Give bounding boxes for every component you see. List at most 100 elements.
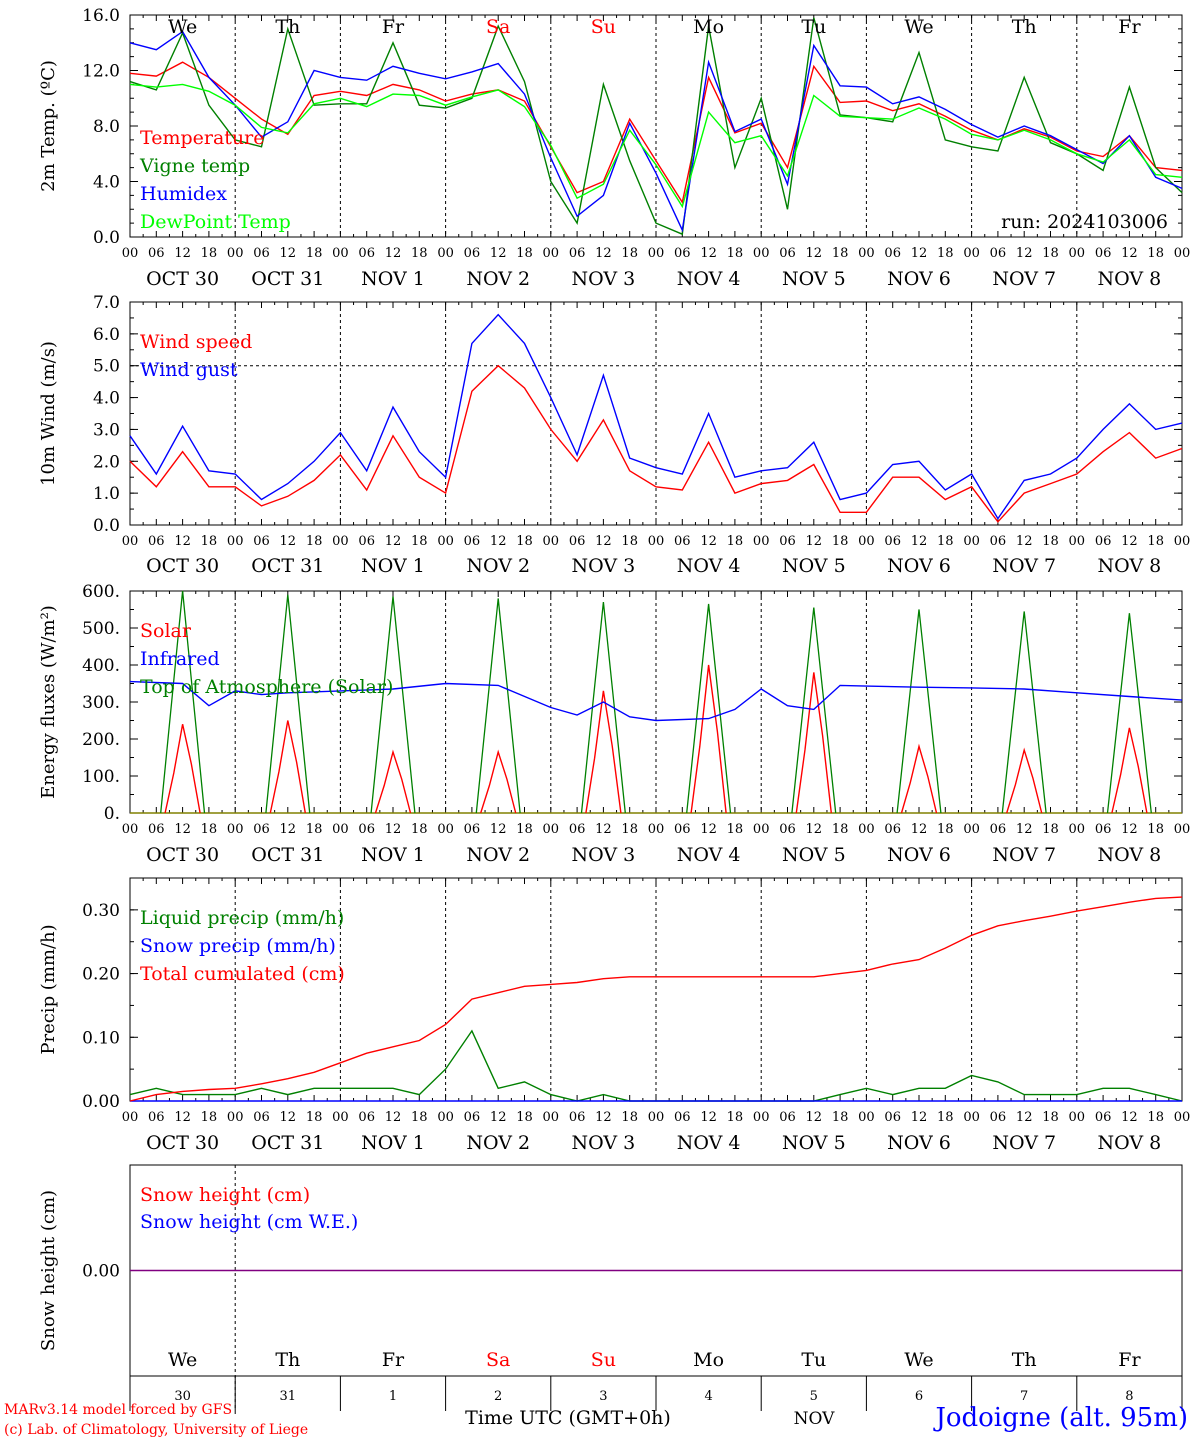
hour-tick-label: 12	[595, 534, 612, 549]
legend-entry: Wind speed	[140, 331, 252, 353]
date-label: NOV 5	[782, 1132, 846, 1154]
y-axis-label: 10m Wind (m/s)	[38, 341, 59, 486]
credit-line-2: (c) Lab. of Climatology, University of L…	[4, 1422, 308, 1438]
hour-tick-label: 06	[1095, 534, 1112, 549]
date-label: NOV 1	[361, 555, 425, 577]
hour-tick-label: 18	[516, 246, 533, 261]
hour-tick-label: 06	[569, 1110, 586, 1125]
date-label: NOV 8	[1098, 555, 1162, 577]
y-tick-label: 600.	[82, 582, 120, 602]
hour-tick-label: 06	[990, 1110, 1007, 1125]
hour-tick-label: 00	[1069, 1110, 1086, 1125]
day-name-label: Sa	[486, 16, 510, 38]
hour-tick-label: 12	[1121, 822, 1138, 837]
solar-peak	[1006, 747, 1043, 814]
hour-tick-label: 00	[1174, 822, 1191, 837]
date-label: OCT 31	[251, 268, 324, 290]
y-tick-label: 7.0	[93, 293, 120, 313]
hour-tick-label: 00	[227, 1110, 244, 1125]
y-tick-label: 0.0	[93, 516, 120, 536]
series-line	[129, 17, 1183, 236]
toa-solar-peak	[1106, 613, 1152, 814]
day-number-label: 1	[389, 1389, 397, 1404]
hour-tick-label: 00	[332, 822, 349, 837]
solar-peak	[1111, 727, 1148, 814]
hour-tick-label: 12	[595, 246, 612, 261]
solar-peak	[690, 664, 727, 814]
y-tick-label: 4.0	[93, 389, 120, 409]
day-name-label: Mo	[693, 16, 724, 38]
hour-tick-label: 06	[884, 1110, 901, 1125]
day-number-label: 6	[915, 1389, 923, 1404]
plot-frame	[129, 301, 1183, 526]
hour-tick-label: 12	[280, 534, 297, 549]
day-number-label: 4	[704, 1389, 712, 1404]
hour-tick-label: 00	[753, 534, 770, 549]
hour-tick-label: 12	[595, 822, 612, 837]
hour-tick-label: 12	[911, 1110, 928, 1125]
y-tick-label: 2.0	[93, 452, 120, 472]
date-label: NOV 2	[466, 844, 530, 866]
date-label: NOV 7	[992, 268, 1056, 290]
date-label: NOV 8	[1098, 1132, 1162, 1154]
snow-panel: 0.00 Snow height (cm) Snow height (cm) Snow…	[38, 1164, 1183, 1416]
hour-tick-label: 18	[727, 534, 744, 549]
hour-tick-label: 12	[385, 822, 402, 837]
hour-tick-label: 00	[437, 246, 454, 261]
date-label: NOV 6	[887, 844, 951, 866]
date-label: NOV 4	[677, 1132, 741, 1154]
hour-tick-label: 06	[464, 822, 481, 837]
hour-tick-label: 00	[648, 1110, 665, 1125]
hour-tick-label: 00	[227, 534, 244, 549]
hour-tick-label: 18	[832, 822, 849, 837]
hour-tick-label: 06	[990, 246, 1007, 261]
hour-tick-label: 18	[1147, 1110, 1164, 1125]
hour-tick-label: 18	[201, 1110, 218, 1125]
y-axis-label: Snow height (cm)	[38, 1190, 59, 1351]
hour-tick-label: 18	[306, 1110, 323, 1125]
hour-tick-label: 06	[358, 822, 375, 837]
y-tick-label: 16.0	[82, 6, 120, 26]
day-number-label: 8	[1125, 1389, 1133, 1404]
day-name-label: Th	[275, 16, 300, 38]
hour-tick-label: 06	[674, 1110, 691, 1125]
hour-tick-label: 18	[306, 246, 323, 261]
hour-tick-label: 00	[753, 822, 770, 837]
y-tick-label: 100.	[82, 767, 120, 787]
hour-tick-label: 06	[990, 822, 1007, 837]
hour-tick-label: 12	[1016, 534, 1033, 549]
hour-tick-label: 00	[122, 534, 139, 549]
hour-tick-label: 06	[358, 1110, 375, 1125]
date-label: NOV 8	[1098, 268, 1162, 290]
hour-tick-label: 12	[1121, 1110, 1138, 1125]
hour-tick-label: 06	[464, 1110, 481, 1125]
y-tick-label: 0.00	[82, 1262, 120, 1282]
toa-solar-peak	[160, 590, 206, 814]
temperature-panel: 00 06 12 18 00 06 12 18 00 06 12 18 00 06 12 18 00 06 12 18…	[38, 6, 1190, 290]
hour-tick-label: 00	[1174, 534, 1191, 549]
date-label: OCT 30	[146, 1132, 219, 1154]
hour-tick-label: 06	[569, 246, 586, 261]
legend-entry: Top of Atmosphere (Solar)	[140, 676, 393, 698]
date-label: NOV 7	[992, 555, 1056, 577]
hour-tick-label: 18	[1147, 534, 1164, 549]
hour-tick-label: 06	[148, 822, 165, 837]
hour-tick-label: 18	[201, 246, 218, 261]
date-label: NOV 2	[466, 555, 530, 577]
hour-tick-label: 00	[858, 1110, 875, 1125]
hour-tick-label: 12	[490, 246, 507, 261]
hour-tick-label: 06	[358, 246, 375, 261]
hour-tick-label: 18	[516, 822, 533, 837]
hour-tick-label: 18	[727, 822, 744, 837]
hour-tick-label: 00	[753, 1110, 770, 1125]
hour-tick-label: 00	[1069, 822, 1086, 837]
hour-tick-label: 12	[1121, 534, 1138, 549]
y-tick-label: 0.0	[93, 228, 120, 248]
date-label: NOV 6	[887, 268, 951, 290]
hour-tick-label: 00	[227, 822, 244, 837]
hour-tick-label: 06	[569, 822, 586, 837]
day-name-label: Fr	[382, 16, 405, 38]
hour-tick-label: 00	[648, 246, 665, 261]
y-tick-label: 5.0	[93, 357, 120, 377]
